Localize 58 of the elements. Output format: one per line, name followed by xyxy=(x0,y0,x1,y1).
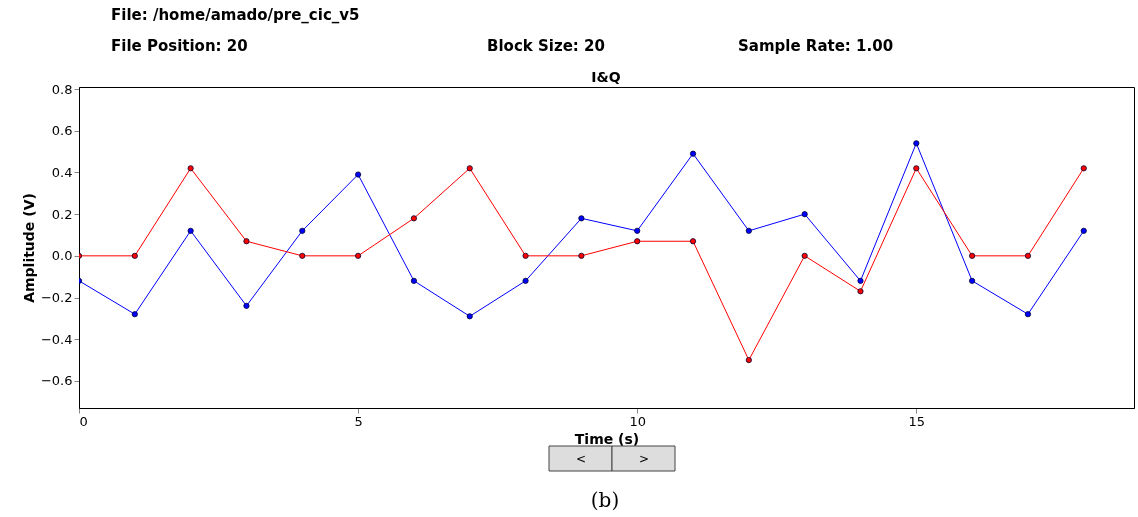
point xyxy=(1024,311,1031,318)
point xyxy=(801,211,808,218)
x-tick-label: 0 xyxy=(79,413,88,429)
y-tick-label: −0.6 xyxy=(40,373,73,389)
text: File: /home/amado/pre_cic_v5 xyxy=(111,6,360,24)
point xyxy=(243,302,250,309)
y-tick-label: 0.6 xyxy=(51,123,73,139)
point xyxy=(299,227,306,234)
point xyxy=(634,238,641,245)
text: > xyxy=(638,452,650,466)
point xyxy=(522,252,529,259)
point xyxy=(857,288,864,295)
text: File Position: 20 xyxy=(111,37,248,55)
point xyxy=(857,277,864,284)
point xyxy=(969,252,976,259)
point xyxy=(187,227,194,234)
point xyxy=(410,277,417,284)
point xyxy=(299,252,306,259)
y-axis-title: Amplitude (V) xyxy=(20,193,37,303)
point xyxy=(466,313,473,320)
point xyxy=(131,252,138,259)
point xyxy=(634,227,641,234)
y-tick-label: −0.4 xyxy=(40,331,73,347)
text: Block Size: 20 xyxy=(487,37,605,55)
point xyxy=(522,277,529,284)
point xyxy=(689,238,697,245)
text: < xyxy=(575,452,587,466)
y-tick-label: 0.0 xyxy=(51,248,73,264)
point xyxy=(745,357,752,364)
point xyxy=(187,165,194,172)
point xyxy=(689,150,697,157)
point xyxy=(801,252,808,259)
point xyxy=(466,165,473,172)
point xyxy=(131,311,138,318)
point xyxy=(578,215,585,222)
y-tick-label: 0.8 xyxy=(51,81,73,97)
x-tick-label: 15 xyxy=(908,413,926,429)
point xyxy=(578,252,585,259)
chart-title: I&Q xyxy=(591,69,621,85)
y-tick-label: −0.2 xyxy=(40,290,73,306)
point xyxy=(355,171,362,178)
y-tick-label: 0.4 xyxy=(51,164,73,180)
point xyxy=(355,252,362,259)
y-tick-label: 0.2 xyxy=(51,206,73,222)
x-tick-label: 10 xyxy=(629,413,646,429)
point xyxy=(913,165,920,172)
point xyxy=(745,227,752,234)
x-axis-title: Time (s) xyxy=(574,430,640,447)
point xyxy=(913,140,920,147)
point xyxy=(243,238,250,245)
text: (b) xyxy=(590,488,620,512)
point xyxy=(1080,227,1087,234)
point xyxy=(410,215,417,222)
x-tick-label: 5 xyxy=(354,413,363,429)
text: Sample Rate: 1.00 xyxy=(738,37,894,55)
point xyxy=(969,277,976,284)
point xyxy=(1024,252,1031,259)
point xyxy=(1080,165,1087,172)
